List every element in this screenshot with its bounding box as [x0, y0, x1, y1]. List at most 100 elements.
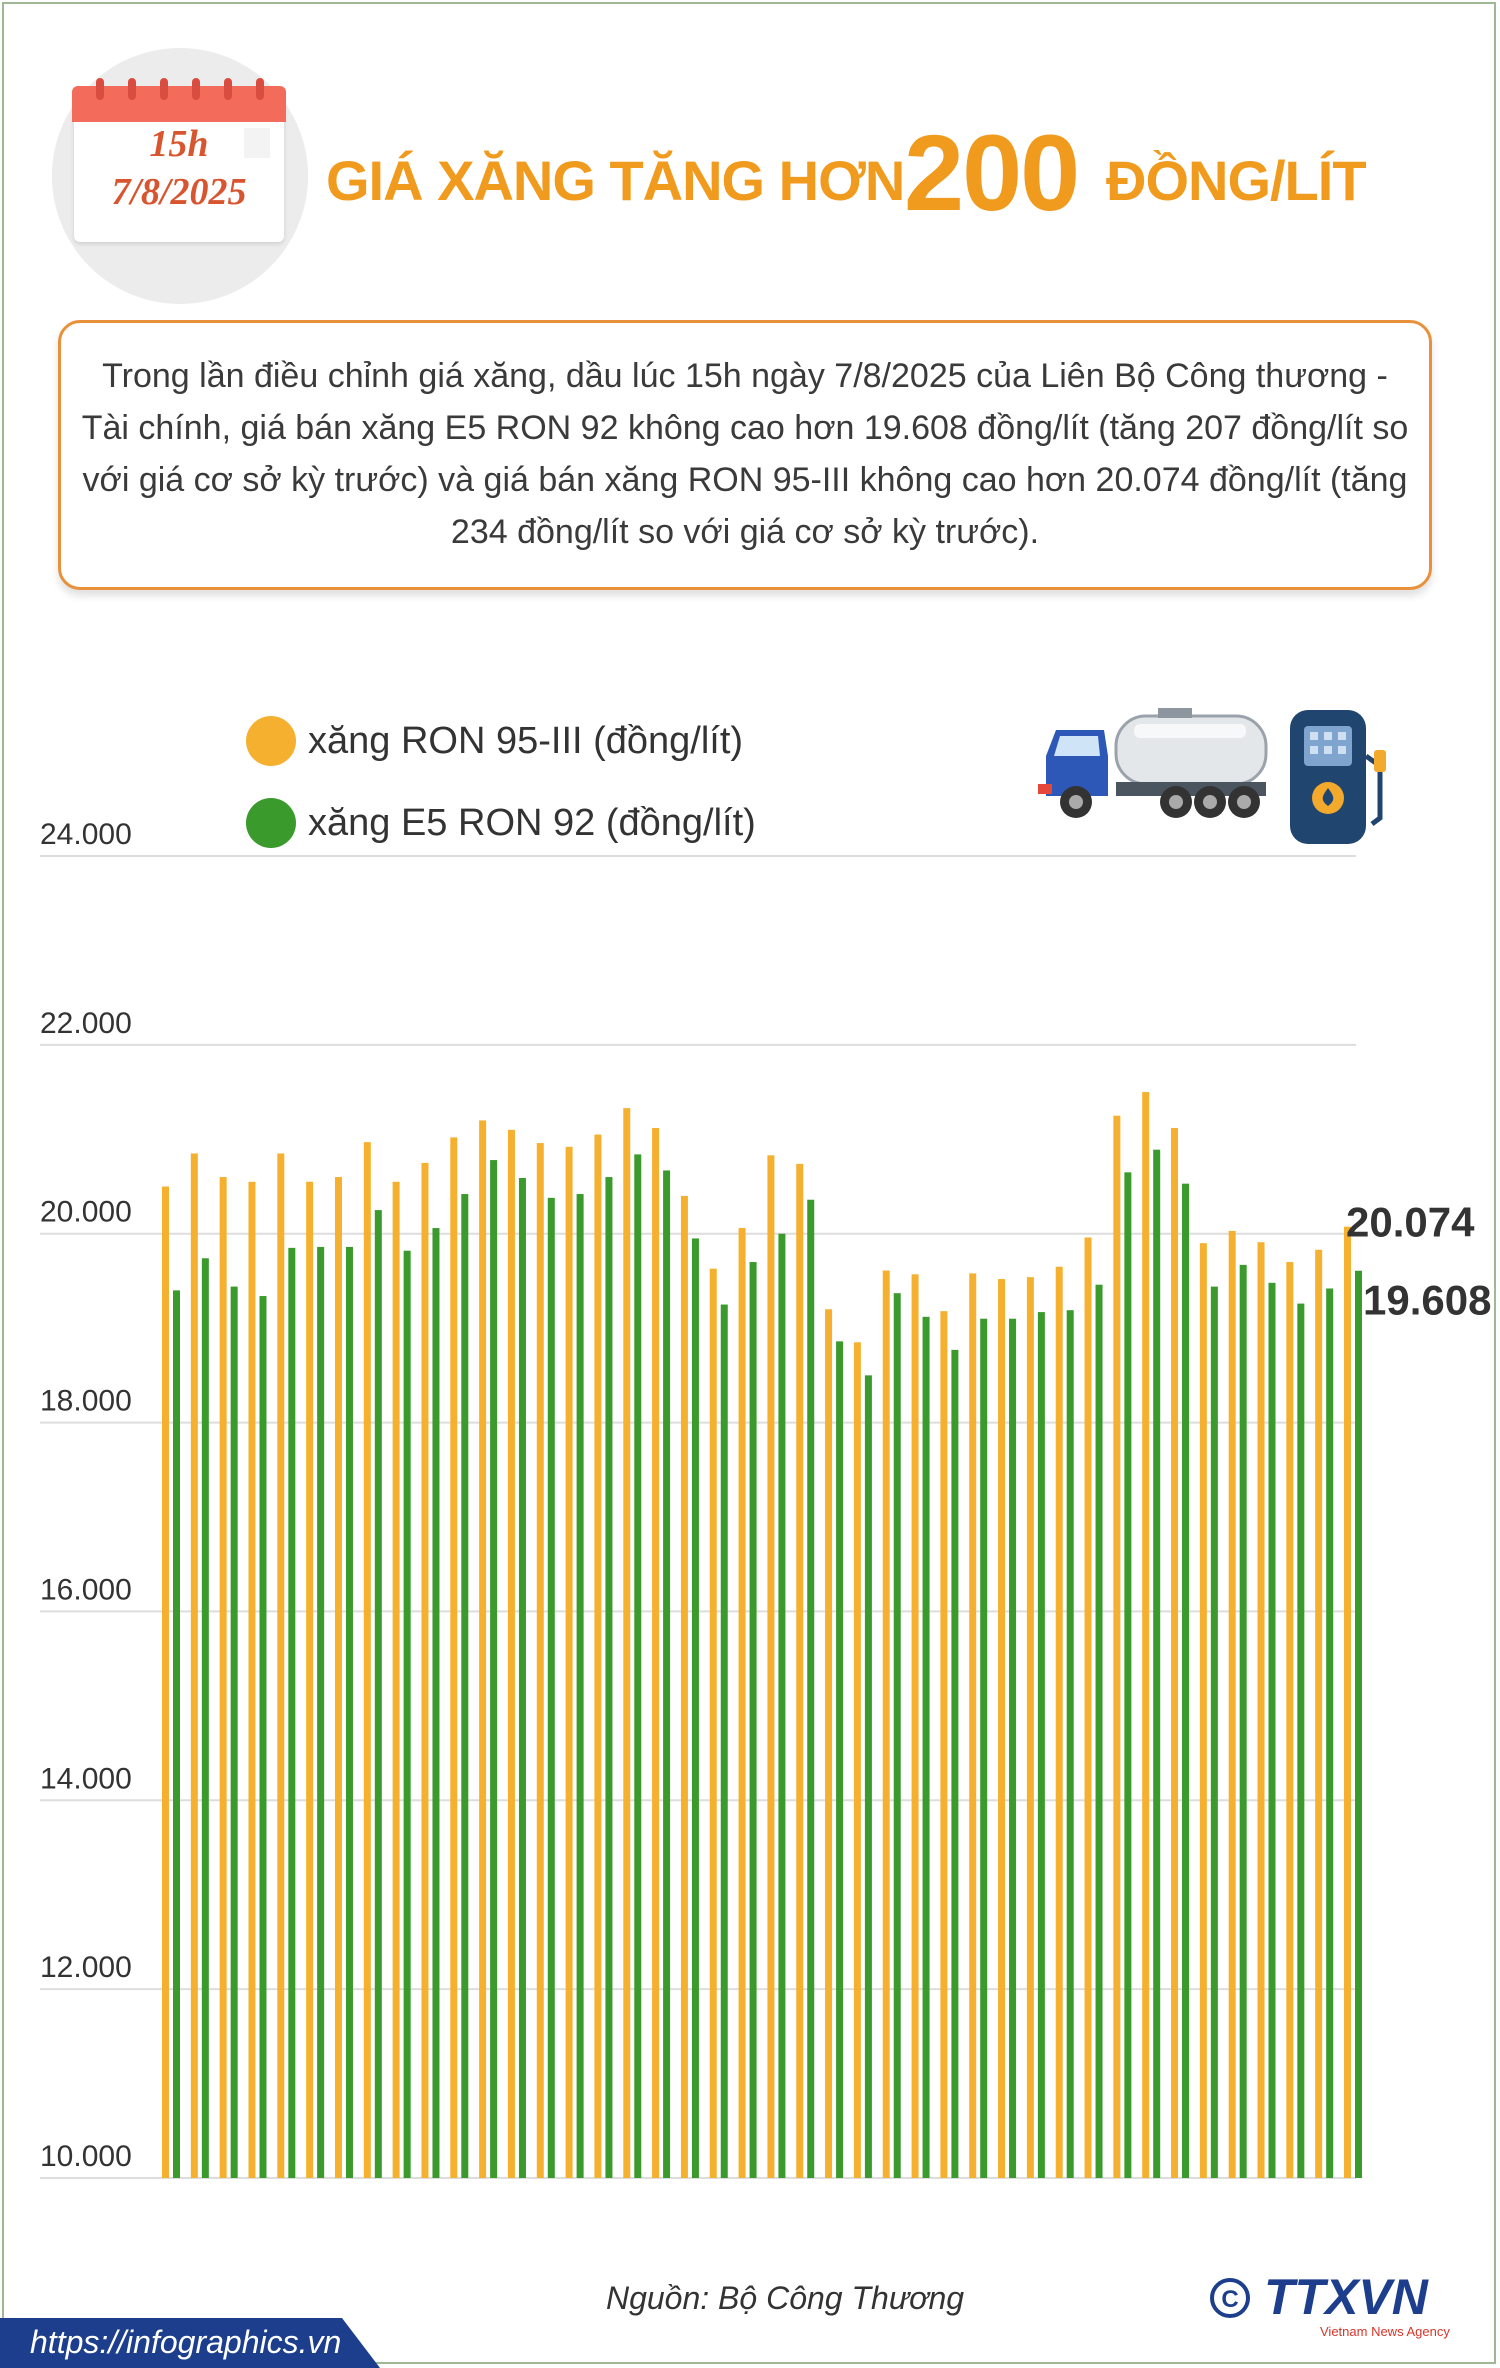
bar-e5 — [577, 1194, 584, 2178]
bar-ron95 — [421, 1163, 428, 2178]
bar-e5 — [663, 1170, 670, 2178]
bar-ron95 — [306, 1182, 313, 2178]
bar-ron95 — [191, 1153, 198, 2178]
y-tick-label: 16.000 — [40, 1573, 132, 1606]
bar-e5 — [721, 1305, 728, 2178]
bar-ron95 — [710, 1269, 717, 2178]
bar-ron95 — [739, 1228, 746, 2178]
bar-e5 — [548, 1198, 555, 2178]
bar-e5 — [836, 1341, 843, 2178]
bar-ron95 — [1258, 1242, 1265, 2178]
data-label-ron95: 20.074 — [1346, 1199, 1475, 1246]
bar-ron95 — [508, 1130, 515, 2178]
bar-e5 — [173, 1290, 180, 2178]
svg-text:C: C — [1221, 2286, 1238, 2313]
bar-ron95 — [364, 1142, 371, 2178]
bar-e5 — [288, 1248, 295, 2178]
bar-e5 — [317, 1247, 324, 2178]
bar-ron95 — [1085, 1237, 1092, 2178]
bar-ron95 — [537, 1143, 544, 2178]
bar-ron95 — [594, 1135, 601, 2178]
bar-e5 — [490, 1160, 497, 2178]
bar-ron95 — [450, 1137, 457, 2178]
y-tick-label: 22.000 — [40, 1007, 132, 1040]
bar-ron95 — [1142, 1092, 1149, 2178]
bar-e5 — [1067, 1310, 1074, 2178]
logo-text: TTXVN — [1264, 2269, 1429, 2325]
bar-e5 — [346, 1247, 353, 2178]
bar-e5 — [432, 1228, 439, 2178]
bar-ron95 — [162, 1187, 169, 2179]
bar-ron95 — [796, 1164, 803, 2178]
bar-ron95 — [479, 1120, 486, 2178]
bar-e5 — [692, 1238, 699, 2178]
bar-e5 — [865, 1375, 872, 2178]
bar-e5 — [778, 1234, 785, 2178]
bar-e5 — [259, 1296, 266, 2178]
bar-ron95 — [1286, 1262, 1293, 2178]
bar-ron95 — [248, 1182, 255, 2178]
bar-e5 — [1096, 1285, 1103, 2178]
bar-e5 — [750, 1262, 757, 2178]
bar-e5 — [231, 1287, 238, 2178]
bar-ron95 — [998, 1279, 1005, 2178]
bar-e5 — [1009, 1319, 1016, 2178]
bar-ron95 — [1200, 1243, 1207, 2178]
bar-e5 — [923, 1317, 930, 2178]
bar-e5 — [1326, 1288, 1333, 2178]
data-label-e5: 19.608 — [1363, 1277, 1491, 1324]
bar-e5 — [980, 1319, 987, 2178]
bar-ron95 — [220, 1177, 227, 2178]
site-url-link[interactable]: https://infographics.vn — [30, 2324, 341, 2361]
y-tick-label: 20.000 — [40, 1196, 132, 1229]
bar-ron95 — [883, 1271, 890, 2178]
bar-e5 — [807, 1200, 814, 2178]
bar-ron95 — [1315, 1250, 1322, 2178]
bar-ron95 — [1171, 1128, 1178, 2178]
logo-subtext: Vietnam News Agency — [1320, 2324, 1450, 2339]
bar-e5 — [1124, 1172, 1131, 2178]
y-tick-label: 14.000 — [40, 1762, 132, 1795]
bar-e5 — [951, 1350, 958, 2178]
bar-e5 — [404, 1251, 411, 2178]
bar-ron95 — [767, 1155, 774, 2178]
bar-ron95 — [652, 1128, 659, 2178]
bar-e5 — [375, 1210, 382, 2178]
bar-e5 — [1211, 1287, 1218, 2178]
bar-e5 — [1038, 1312, 1045, 2178]
bar-ron95 — [854, 1342, 861, 2178]
bar-ron95 — [940, 1311, 947, 2178]
bar-e5 — [634, 1154, 641, 2178]
bar-ron95 — [1056, 1267, 1063, 2178]
bar-ron95 — [825, 1309, 832, 2178]
bar-ron95 — [912, 1274, 919, 2178]
bar-ron95 — [1229, 1231, 1236, 2178]
bar-e5 — [1269, 1283, 1276, 2178]
source-text: Nguồn: Bộ Công Thương — [560, 2280, 1010, 2317]
y-tick-label: 12.000 — [40, 1951, 132, 1984]
bar-e5 — [605, 1177, 612, 2178]
ttxvn-logo: C TTXVN Vietnam News Agency — [1206, 2268, 1466, 2342]
y-tick-label: 18.000 — [40, 1385, 132, 1418]
bar-ron95 — [1027, 1277, 1034, 2178]
bar-e5 — [1355, 1271, 1362, 2178]
bar-ron95 — [277, 1153, 284, 2178]
bar-e5 — [894, 1293, 901, 2178]
bar-e5 — [1182, 1184, 1189, 2178]
bar-e5 — [202, 1258, 209, 2178]
y-tick-label: 24.000 — [40, 818, 132, 851]
bar-ron95 — [1344, 1227, 1351, 2178]
bar-ron95 — [969, 1273, 976, 2178]
bar-e5 — [1240, 1265, 1247, 2178]
bar-ron95 — [681, 1196, 688, 2178]
bar-e5 — [461, 1194, 468, 2178]
bar-e5 — [1153, 1150, 1160, 2178]
bar-e5 — [1297, 1304, 1304, 2178]
bar-ron95 — [566, 1147, 573, 2178]
bar-ron95 — [623, 1108, 630, 2178]
bar-ron95 — [393, 1182, 400, 2178]
y-tick-label: 10.000 — [40, 2140, 132, 2173]
bar-e5 — [519, 1178, 526, 2178]
bar-ron95 — [335, 1177, 342, 2178]
